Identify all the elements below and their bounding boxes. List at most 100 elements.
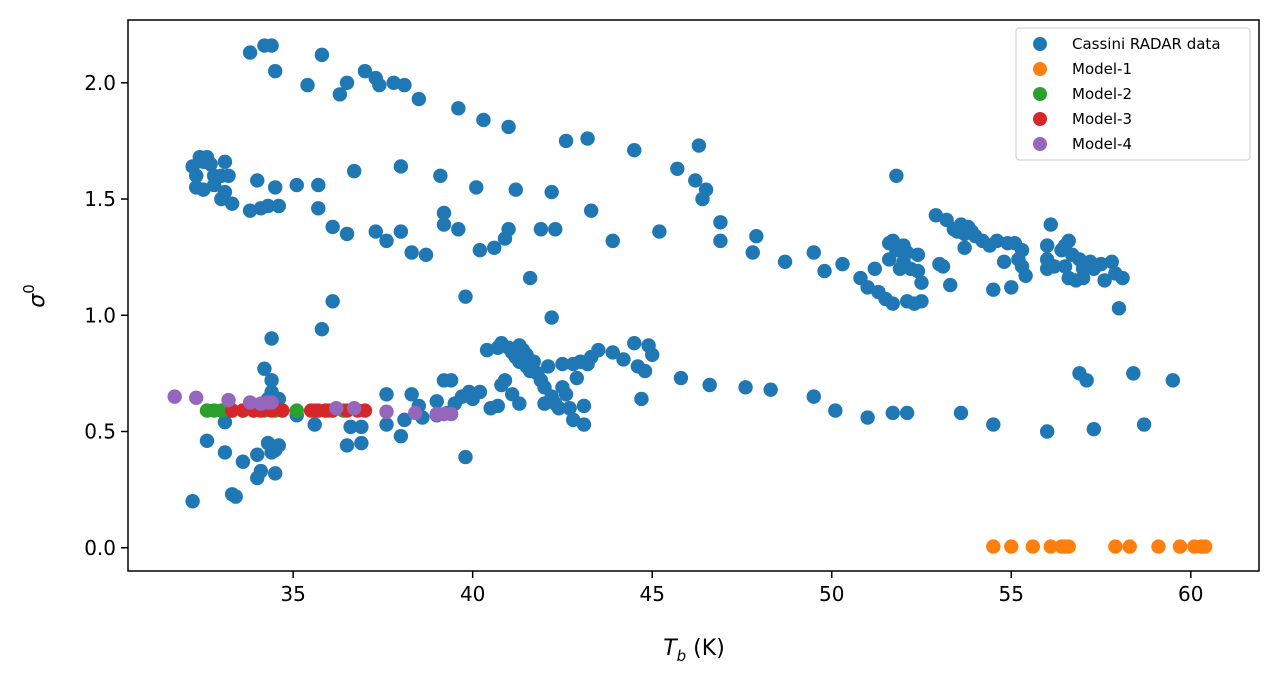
data-point (1111, 301, 1127, 316)
data-point (591, 342, 606, 358)
data-point (253, 463, 269, 479)
data-point (953, 405, 969, 421)
data-point (325, 219, 340, 235)
data-point (580, 356, 595, 372)
data-point (558, 387, 574, 402)
data-point (469, 180, 484, 195)
y-tick-label: 0.0 (84, 536, 116, 560)
data-point (189, 390, 204, 405)
data-point (713, 215, 728, 230)
data-point (332, 87, 348, 102)
data-point (203, 156, 218, 172)
x-tick-label: 45 (639, 582, 664, 606)
data-point (1122, 539, 1137, 554)
data-point (555, 356, 570, 372)
data-point (691, 138, 707, 153)
data-point (637, 363, 653, 379)
legend-label: Cassini RADAR data (1072, 35, 1221, 53)
data-point (386, 75, 401, 90)
data-point (1061, 539, 1076, 554)
data-point (986, 539, 1001, 554)
data-point (1014, 242, 1030, 258)
data-point (268, 63, 283, 79)
data-point (379, 404, 394, 419)
data-point (540, 359, 556, 374)
data-point (314, 47, 330, 63)
data-point (347, 163, 362, 179)
data-point (1136, 417, 1152, 432)
data-point (512, 396, 527, 411)
data-point (899, 405, 915, 421)
data-point (580, 131, 595, 146)
data-point (806, 389, 821, 404)
data-point (257, 361, 272, 376)
y-axis-label-main: σ (25, 293, 50, 308)
data-point (548, 222, 563, 237)
data-point (264, 331, 279, 346)
data-point (221, 392, 236, 408)
data-point (1126, 366, 1141, 381)
legend-label: Model-1 (1072, 60, 1132, 78)
data-point (943, 277, 958, 293)
data-point (1039, 424, 1055, 439)
data-point (368, 224, 383, 239)
data-point (275, 403, 290, 418)
data-point (329, 401, 344, 416)
data-point (271, 198, 286, 214)
axis-ticks: 35 40 45 50 55 60 0.0 0.5 1.0 1.5 2.0 (84, 71, 1203, 606)
series-4 (167, 389, 459, 422)
data-point (311, 201, 326, 216)
legend-label: Model-4 (1072, 135, 1132, 153)
data-point (436, 205, 452, 221)
y-axis-label-sup: 0 (20, 284, 38, 294)
x-tick-label: 55 (999, 582, 1024, 606)
legend-items: Cassini RADAR data Model-1 Model-2 Model-3 M… (1033, 35, 1221, 153)
data-point (501, 119, 516, 135)
data-point (698, 182, 714, 197)
data-point (702, 377, 717, 393)
data-point (379, 233, 394, 249)
legend-label: Model-3 (1072, 110, 1132, 128)
data-point (379, 387, 394, 402)
data-point (271, 438, 286, 453)
legend-marker (1033, 137, 1047, 151)
data-point (451, 222, 466, 237)
series-0 (185, 38, 1181, 509)
data-point (558, 133, 574, 149)
legend: Cassini RADAR data Model-1 Model-2 Model-3 M… (1015, 27, 1251, 161)
data-point (393, 428, 409, 444)
data-point (627, 142, 642, 158)
data-point (339, 438, 355, 453)
legend-marker (1033, 62, 1047, 76)
data-point (1061, 233, 1076, 249)
data-point (935, 259, 951, 274)
data-point (443, 373, 459, 388)
data-point (817, 263, 832, 279)
data-point (443, 406, 459, 422)
data-point (501, 222, 516, 237)
data-point (408, 405, 423, 421)
data-point (476, 112, 491, 128)
data-point (347, 401, 362, 416)
data-point (268, 466, 283, 481)
data-point (436, 217, 452, 232)
data-point (264, 395, 279, 410)
data-point (1043, 217, 1058, 232)
data-point (860, 410, 875, 425)
legend-marker (1033, 37, 1047, 51)
data-point (860, 280, 875, 295)
data-point (235, 454, 251, 469)
data-point (1025, 539, 1041, 554)
y-tick-label: 2.0 (84, 71, 116, 95)
data-point (264, 38, 279, 53)
data-point (411, 91, 427, 107)
data-point (339, 226, 355, 242)
data-point (199, 433, 215, 449)
data-point (404, 245, 419, 260)
data-point (544, 310, 559, 325)
data-point (910, 263, 926, 279)
data-point (1018, 268, 1033, 283)
data-point (451, 101, 466, 116)
